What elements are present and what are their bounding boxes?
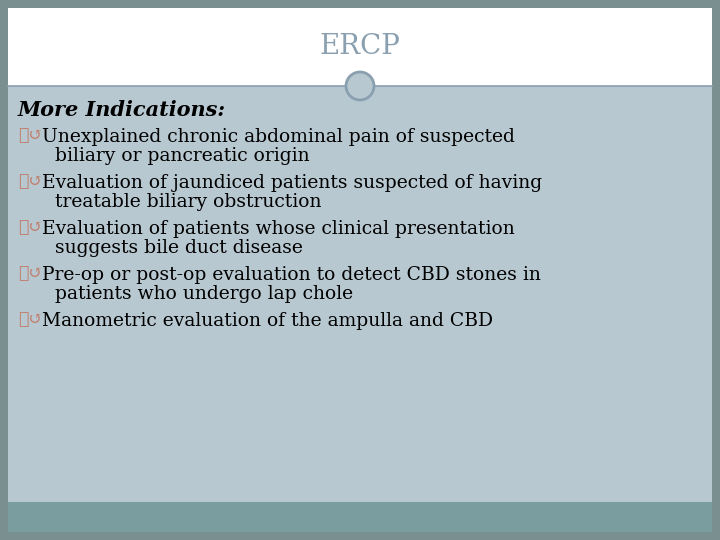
Text: biliary or pancreatic origin: biliary or pancreatic origin (55, 147, 310, 165)
FancyBboxPatch shape (8, 502, 712, 532)
Text: ∾↺: ∾↺ (18, 127, 43, 144)
Text: Unexplained chronic abdominal pain of suspected: Unexplained chronic abdominal pain of su… (42, 128, 515, 146)
Circle shape (346, 72, 374, 100)
Text: Evaluation of patients whose clinical presentation: Evaluation of patients whose clinical pr… (42, 220, 515, 238)
Text: treatable biliary obstruction: treatable biliary obstruction (55, 193, 322, 211)
Text: More Indications:: More Indications: (18, 100, 226, 120)
Text: ∾↺: ∾↺ (18, 173, 43, 190)
Text: ∾↺: ∾↺ (18, 219, 43, 236)
FancyBboxPatch shape (8, 86, 712, 502)
Text: Pre-op or post-op evaluation to detect CBD stones in: Pre-op or post-op evaluation to detect C… (42, 266, 541, 284)
Text: ∾↺: ∾↺ (18, 265, 43, 282)
Text: Manometric evaluation of the ampulla and CBD: Manometric evaluation of the ampulla and… (42, 312, 493, 330)
Text: Evaluation of jaundiced patients suspected of having: Evaluation of jaundiced patients suspect… (42, 174, 542, 192)
Text: ∾↺: ∾↺ (18, 311, 43, 328)
Text: suggests bile duct disease: suggests bile duct disease (55, 239, 303, 257)
Text: ERCP: ERCP (320, 33, 400, 60)
FancyBboxPatch shape (8, 8, 712, 86)
Text: patients who undergo lap chole: patients who undergo lap chole (55, 285, 353, 303)
